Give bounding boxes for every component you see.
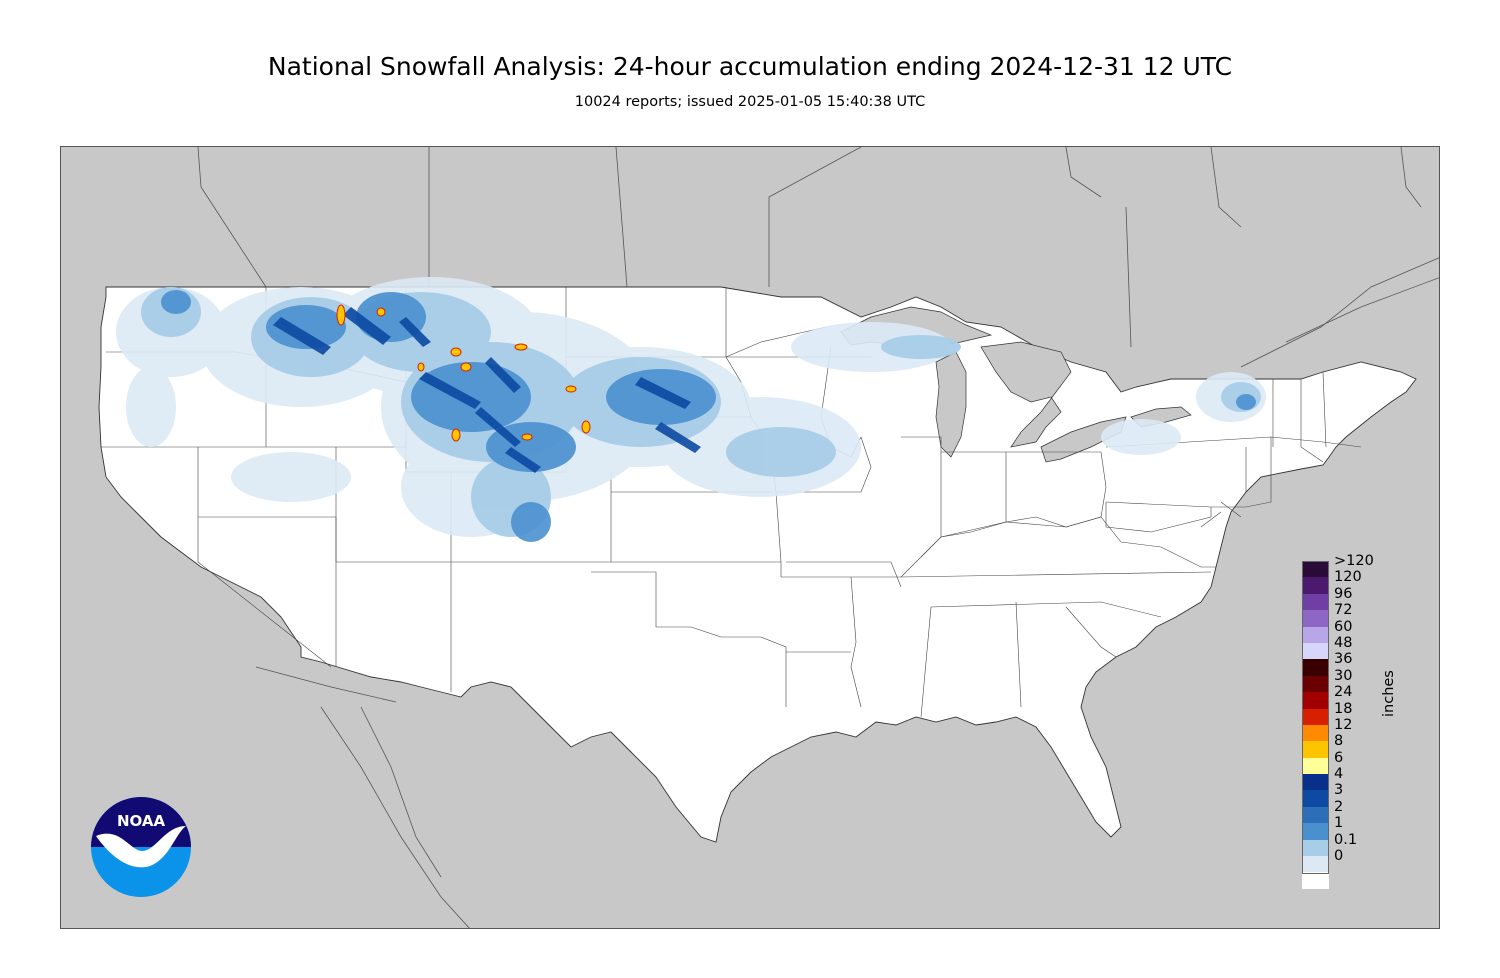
legend-label: 60 [1334, 618, 1353, 635]
legend-label: 0 [1334, 848, 1344, 865]
legend-row: 0 [1302, 848, 1422, 873]
legend-row: 24 [1302, 684, 1422, 709]
legend-row: 30 [1302, 668, 1422, 693]
snowfall-layer [116, 277, 1266, 542]
legend-row: 12 [1302, 717, 1422, 742]
legend-swatch [1302, 642, 1329, 660]
legend-label: 12 [1334, 716, 1353, 733]
legend-swatch [1302, 593, 1329, 611]
legend-label: 8 [1334, 733, 1344, 750]
legend-row: 3 [1302, 782, 1422, 807]
legend-row: 48 [1302, 635, 1422, 660]
legend-label: 0.1 [1334, 831, 1358, 848]
legend-label: 6 [1334, 749, 1344, 766]
legend-row: 96 [1302, 586, 1422, 611]
legend-label: 4 [1334, 766, 1344, 783]
legend-row [1302, 872, 1422, 889]
great-lakes [840, 306, 1192, 463]
legend-swatch [1302, 757, 1329, 775]
legend-label: 120 [1334, 569, 1362, 586]
legend-row: 18 [1302, 701, 1422, 725]
legend-row: 60 [1302, 619, 1422, 643]
noaa-logo-svg: NOAA [91, 797, 191, 897]
legend-row: >120 [1302, 553, 1422, 578]
legend-swatch [1302, 790, 1329, 807]
legend-swatch [1302, 692, 1329, 709]
legend-row: 6 [1302, 750, 1422, 775]
legend-label: 3 [1334, 782, 1344, 799]
legend-swatch [1302, 577, 1329, 594]
legend-swatch [1302, 659, 1329, 676]
legend-row: 1 [1302, 815, 1422, 840]
legend-label: 24 [1334, 684, 1353, 701]
legend-swatch [1302, 741, 1329, 758]
legend-label: 30 [1334, 667, 1353, 684]
legend-label: 2 [1334, 798, 1344, 815]
colorbar-legend: >120 120 96 72 60 48 36 30 24 18 12 8 6 4 3 2 1 0.1 0 [1302, 553, 1422, 889]
snowfall-map[interactable] [60, 146, 1440, 929]
legend-swatch [1302, 823, 1329, 840]
noaa-logo-text: NOAA [117, 812, 166, 830]
legend-swatch [1302, 708, 1329, 725]
legend-swatch [1302, 626, 1329, 643]
legend-swatch [1302, 610, 1329, 627]
neighbor-borders [197, 147, 1439, 928]
legend-swatch [1302, 724, 1329, 742]
noaa-logo: NOAA [90, 796, 192, 898]
legend-label: 1 [1334, 815, 1344, 832]
legend-swatch [1302, 856, 1329, 873]
legend-label: 48 [1334, 634, 1353, 651]
legend-row: 4 [1302, 766, 1422, 791]
legend-label: 96 [1334, 585, 1353, 602]
legend-label: 36 [1334, 651, 1353, 668]
map-svg [98, 147, 1439, 928]
legend-row: 36 [1302, 651, 1422, 676]
page-title: National Snowfall Analysis: 24-hour accu… [267, 52, 1233, 81]
legend-label: 18 [1334, 700, 1353, 717]
legend-swatch [1302, 675, 1329, 693]
legend-swatch [1302, 774, 1329, 791]
legend-swatch [1302, 561, 1329, 578]
legend-row: 2 [1302, 799, 1422, 824]
legend-row: 72 [1302, 602, 1422, 627]
legend-label: 72 [1334, 602, 1353, 619]
legend-units-label: inches [1381, 670, 1397, 717]
legend-row: 8 [1302, 733, 1422, 758]
legend-swatch [1302, 839, 1329, 857]
legend-row: 0.1 [1302, 832, 1422, 857]
legend-swatch [1302, 872, 1329, 889]
legend-row: 120 [1302, 569, 1422, 594]
page-subtitle: 10024 reports; issued 2025-01-05 15:40:3… [574, 94, 926, 110]
legend-swatch [1302, 806, 1329, 824]
legend-label: >120 [1334, 553, 1374, 569]
